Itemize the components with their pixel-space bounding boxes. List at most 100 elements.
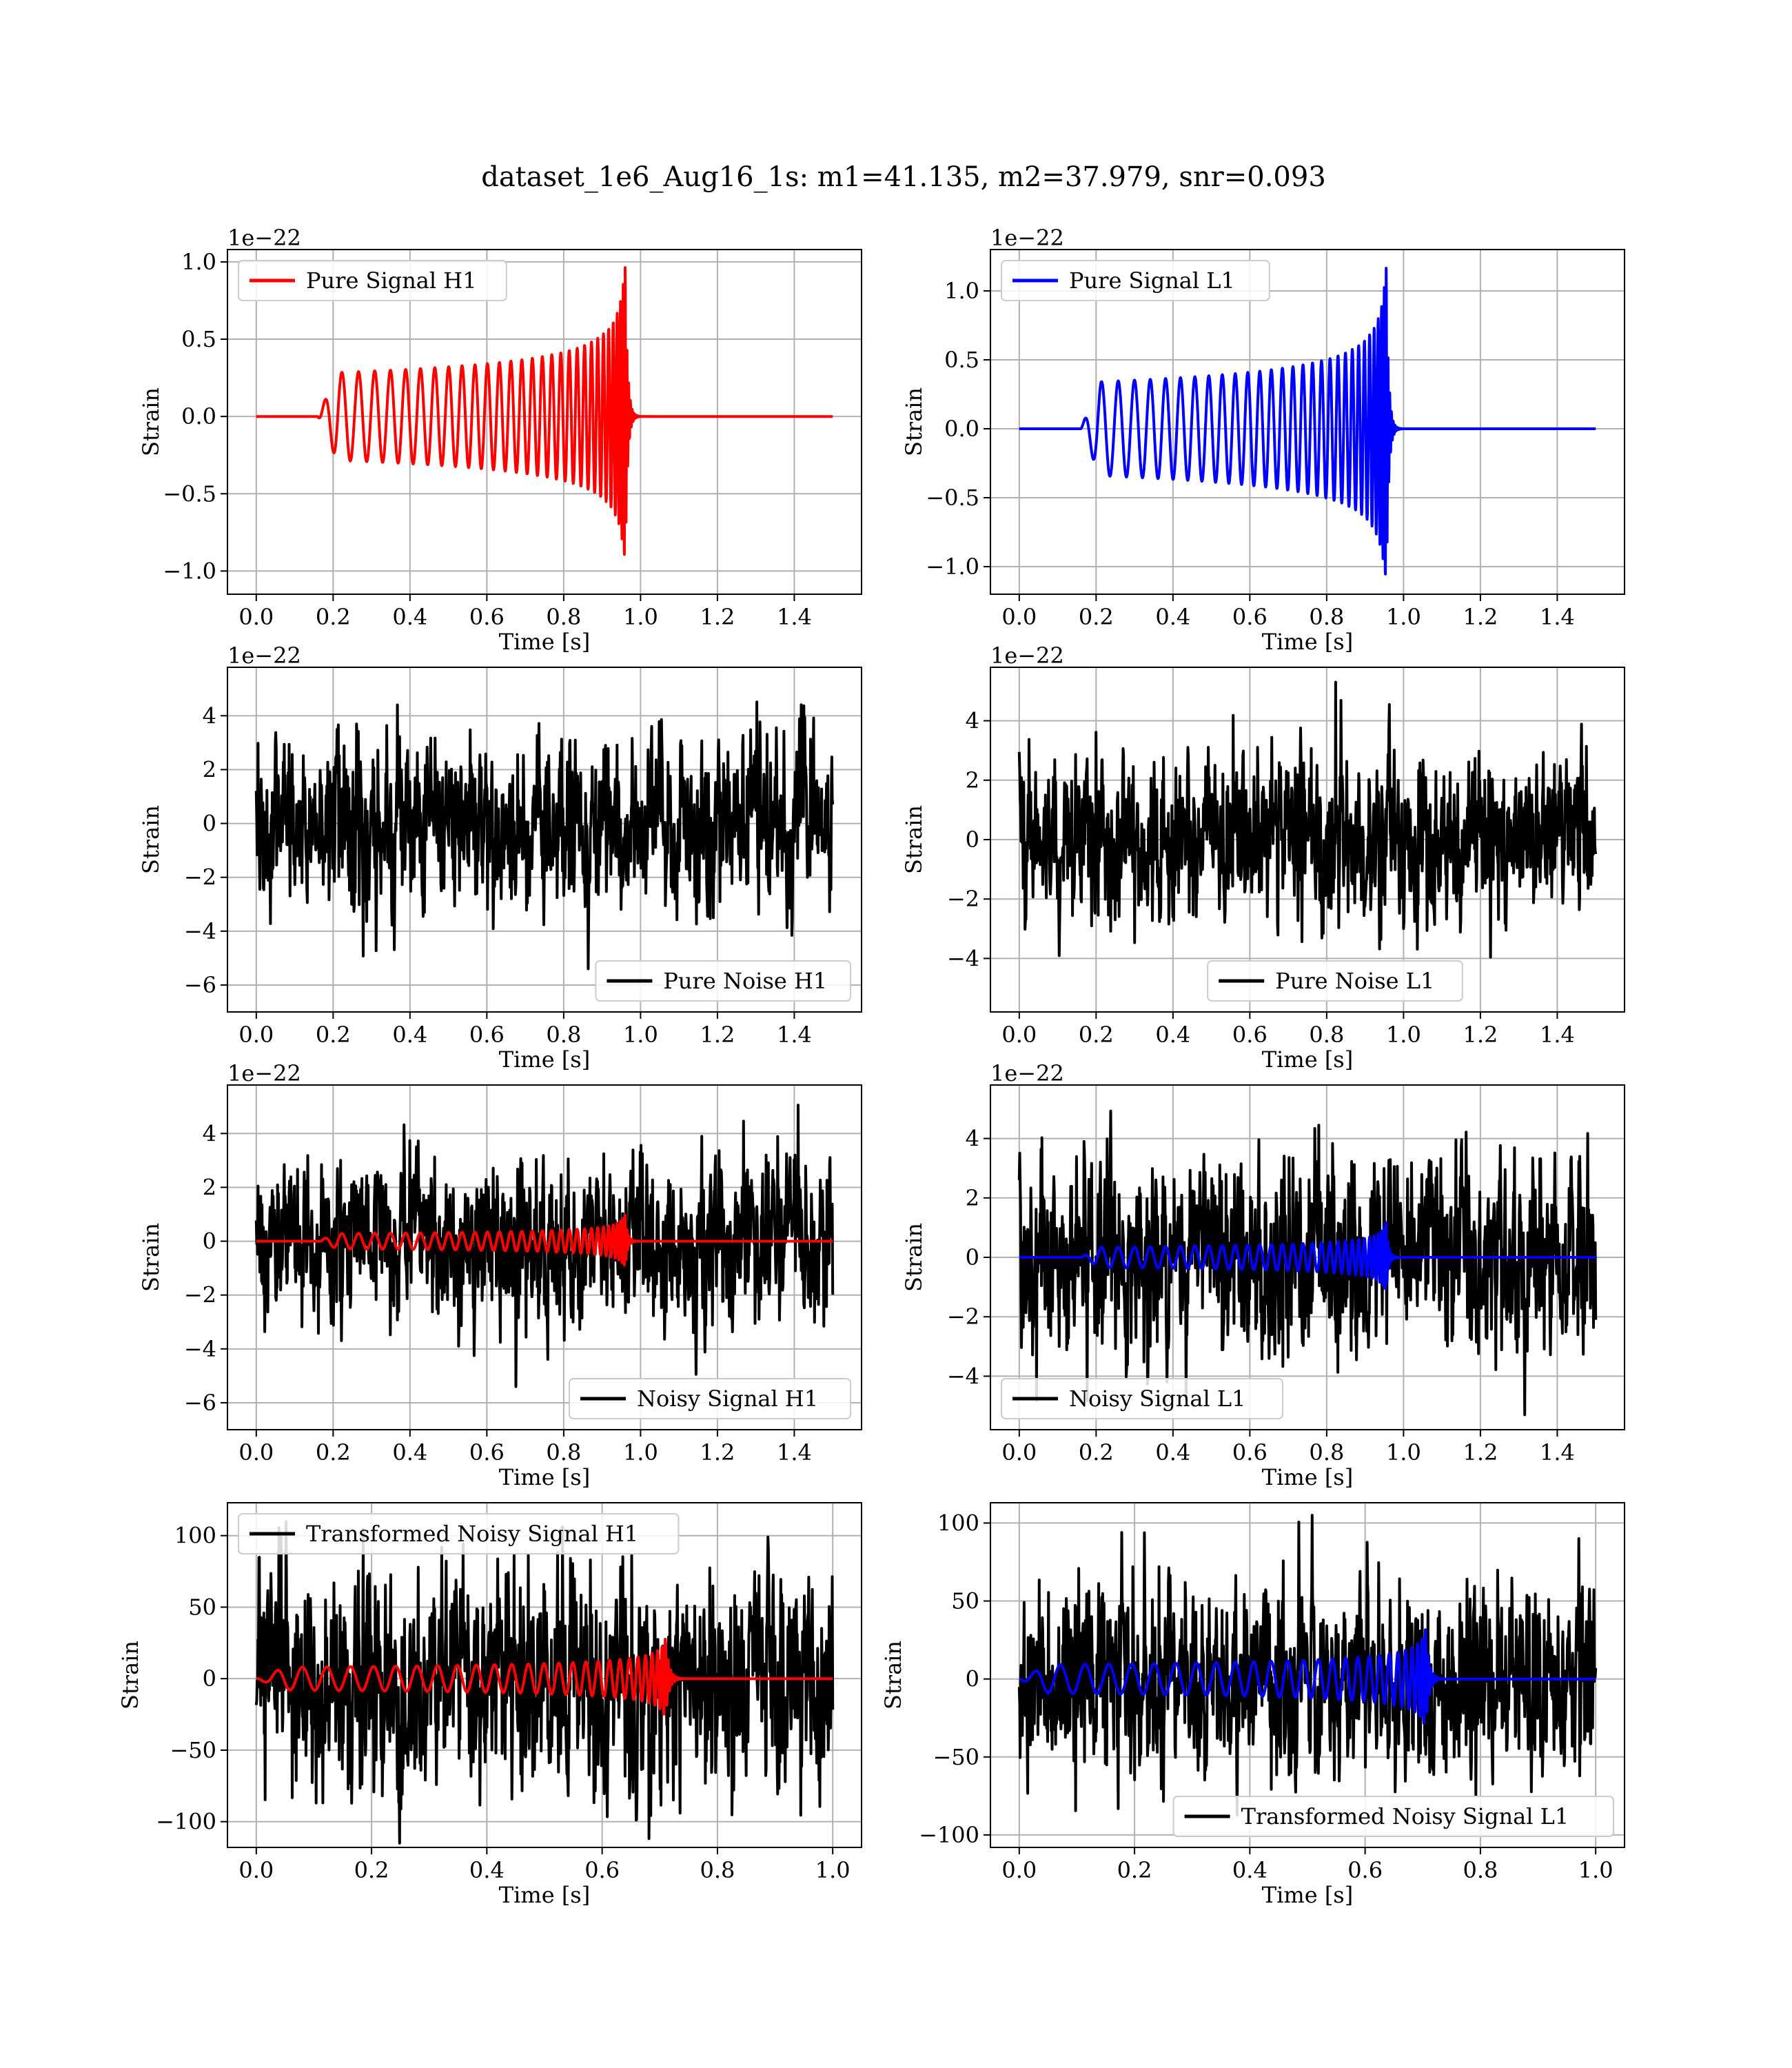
y-tick-label: 0.0 <box>181 403 216 429</box>
x-tick-label: 0.6 <box>1347 1857 1383 1883</box>
y-tick-label: −2 <box>947 1304 979 1330</box>
y-tick-label: 0.5 <box>944 347 979 373</box>
x-tick-label: 0.4 <box>1155 1439 1190 1466</box>
legend-box <box>569 1378 851 1419</box>
legend: Transformed Noisy Signal H1 <box>238 1513 680 1554</box>
series-noise-line <box>254 700 835 971</box>
y-tick-label: 1.0 <box>944 278 979 304</box>
x-tick-label: 1.0 <box>623 1022 658 1048</box>
legend-box <box>238 1513 680 1554</box>
x-tick-label: 0.6 <box>469 604 505 630</box>
y-tick-label: 50 <box>188 1594 216 1620</box>
legend-box <box>1001 260 1270 301</box>
panel-3: 0.0 0.2 0.4 0.6 0.8 1.0 1.2 1.4 −6 −4 −2 0 2 4 Time [s… <box>138 642 862 1073</box>
x-tick-label: 0.2 <box>354 1857 389 1883</box>
panel-5: 0.0 0.2 0.4 0.6 0.8 1.0 1.2 1.4 −6 −4 −2 0 2 4 Time [s… <box>138 1060 862 1490</box>
x-tick-label: 1.2 <box>700 604 735 630</box>
x-tick-label: 0.8 <box>1309 1439 1344 1466</box>
x-tick-label: 0.4 <box>392 604 427 630</box>
x-tick-label: 0.0 <box>1001 1022 1037 1048</box>
x-tick-label: 1.2 <box>1463 604 1498 630</box>
y-tick-label: −2 <box>184 864 216 891</box>
x-tick-label: 0.6 <box>1232 604 1267 630</box>
series-noise-line <box>1017 1109 1598 1417</box>
legend-label: Transformed Noisy Signal H1 <box>306 1521 638 1547</box>
offset-label: 1e−22 <box>990 225 1064 251</box>
x-tick-label: 0.8 <box>700 1857 735 1883</box>
offset-label: 1e−22 <box>227 225 301 251</box>
plot-area <box>255 266 834 556</box>
legend: Pure Signal L1 <box>1001 260 1270 301</box>
x-tick-label: 0.8 <box>546 604 581 630</box>
x-tick-label: 0.8 <box>546 1439 581 1466</box>
figure-title: dataset_1e6_Aug16_1s: m1=41.135, m2=37.9… <box>481 161 1326 193</box>
x-tick-label: 0.2 <box>316 604 351 630</box>
axes-frame <box>990 249 1625 595</box>
y-tick-label: 4 <box>203 1120 216 1146</box>
offset-label: 1e−22 <box>227 642 301 669</box>
x-axis-label: Time [s] <box>1262 1046 1353 1073</box>
y-tick-label: 4 <box>966 708 979 734</box>
offset-label: 1e−22 <box>227 1060 301 1086</box>
x-tick-label: 1.2 <box>1463 1022 1498 1048</box>
y-tick-label: −2 <box>184 1282 216 1308</box>
y-tick-label: −6 <box>184 1390 216 1416</box>
y-axis-label: Strain <box>138 387 164 456</box>
y-tick-label: −4 <box>947 1363 979 1389</box>
y-tick-label: 0 <box>966 1244 979 1270</box>
y-tick-label: 0 <box>203 1228 216 1255</box>
y-tick-label: 0 <box>966 827 979 853</box>
x-tick-label: 1.0 <box>623 604 658 630</box>
x-tick-label: 0.4 <box>1155 604 1190 630</box>
x-tick-label: 0.0 <box>1001 1857 1037 1883</box>
x-tick-label: 0.4 <box>1232 1857 1267 1883</box>
grid <box>990 250 1625 594</box>
x-axis-label: Time [s] <box>1262 1464 1353 1490</box>
y-tick-label: 0.5 <box>181 326 216 352</box>
x-tick-label: 1.2 <box>700 1439 735 1466</box>
x-tick-label: 1.4 <box>1540 1022 1575 1048</box>
y-axis-label: Strain <box>901 805 927 874</box>
series-signal-line <box>255 266 834 556</box>
legend: Pure Noise L1 <box>1207 960 1463 1002</box>
legend-label: Transformed Noisy Signal L1 <box>1241 1803 1569 1829</box>
series-signal-line <box>255 1213 834 1267</box>
x-tick-label: 0.2 <box>1079 604 1114 630</box>
x-tick-label: 0.0 <box>238 604 274 630</box>
panel-1: 0.0 0.2 0.4 0.6 0.8 1.0 1.2 1.4 −1.0 −0.5 0.0 0.5 1.… <box>138 225 862 655</box>
x-tick-label: 1.4 <box>777 1022 812 1048</box>
x-tick-label: 0.0 <box>238 1857 274 1883</box>
x-tick-label: 0.6 <box>1232 1439 1267 1466</box>
axes-frame <box>227 1084 862 1430</box>
panel-4: 0.0 0.2 0.4 0.6 0.8 1.0 1.2 1.4 −4 −2 0 2 4 Time [s] S… <box>901 642 1625 1073</box>
y-axis-label: Strain <box>901 387 927 456</box>
y-tick-label: 0 <box>966 1666 979 1692</box>
x-tick-label: 0.0 <box>238 1022 274 1048</box>
legend-label: Pure Signal L1 <box>1069 267 1235 294</box>
y-tick-label: 50 <box>951 1588 979 1614</box>
legend-label: Noisy Signal L1 <box>1069 1386 1246 1412</box>
x-tick-label: 0.0 <box>238 1439 274 1466</box>
axes-frame <box>227 249 862 595</box>
x-tick-label: 0.4 <box>392 1439 427 1466</box>
x-tick-label: 0.8 <box>1309 604 1344 630</box>
x-tick-label: 1.0 <box>815 1857 851 1883</box>
x-tick-label: 1.4 <box>1540 1439 1575 1466</box>
y-tick-label: 0 <box>203 1665 216 1692</box>
y-tick-label: 4 <box>966 1126 979 1152</box>
y-tick-label: −1.0 <box>926 554 979 580</box>
y-tick-label: −100 <box>919 1822 979 1848</box>
y-axis-label: Strain <box>880 1641 906 1710</box>
y-tick-label: 0 <box>203 811 216 837</box>
y-tick-label: 100 <box>174 1523 216 1549</box>
legend-box <box>1207 960 1463 1002</box>
axes-frame <box>990 1502 1625 1848</box>
panels: 0.0 0.2 0.4 0.6 0.8 1.0 1.2 1.4 −1.0 −0.5 0.0 0.5 1.… <box>117 225 1625 1908</box>
x-tick-label: 1.0 <box>1386 604 1421 630</box>
axes-frame <box>227 667 862 1013</box>
x-tick-label: 1.4 <box>1540 604 1575 630</box>
x-tick-label: 1.4 <box>777 1439 812 1466</box>
x-tick-label: 0.2 <box>1079 1439 1114 1466</box>
y-tick-label: 0.0 <box>944 416 979 442</box>
